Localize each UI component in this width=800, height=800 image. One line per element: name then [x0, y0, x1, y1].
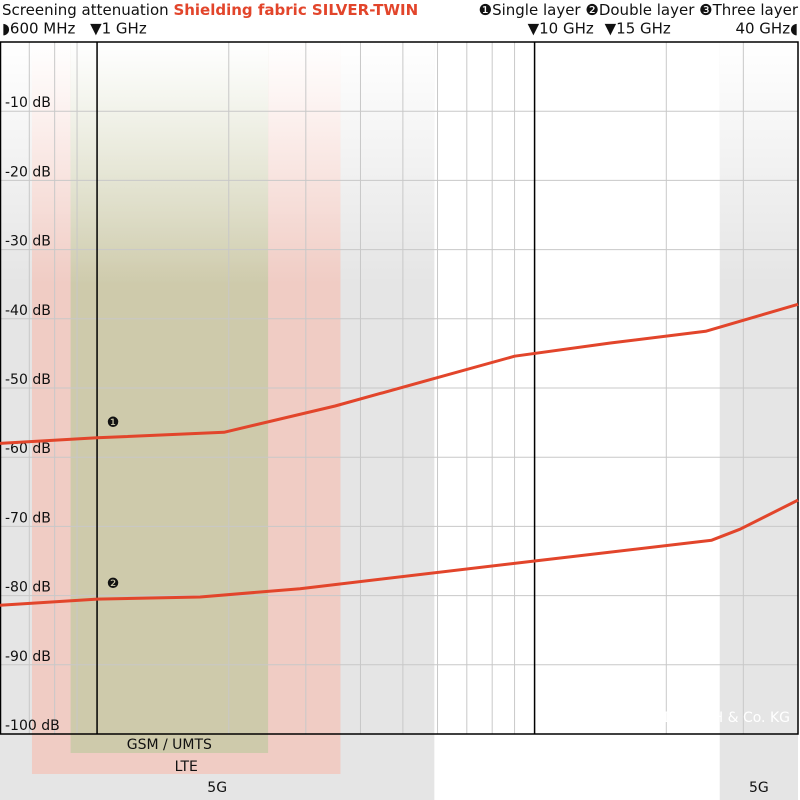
x-tick-label: 40 GHz◖	[735, 20, 798, 38]
band-label: GSM / UMTS	[127, 737, 212, 753]
y-tick-label: -40 dB	[5, 303, 51, 319]
legend-marker: ❷	[585, 1, 598, 19]
y-tick-label: -70 dB	[5, 510, 51, 526]
y-tick-label: -30 dB	[5, 234, 51, 250]
x-tick-label: ▼1 GHz	[90, 20, 147, 38]
subtitle: Shielding fabric SILVER-TWIN	[173, 1, 418, 19]
series-line	[0, 498, 799, 607]
series-line	[0, 302, 799, 445]
series-label: ❷	[107, 576, 120, 592]
y-tick-label: -90 dB	[5, 649, 51, 665]
legend-marker: ❶	[479, 1, 492, 19]
y-tick-label: -60 dB	[5, 441, 51, 457]
legend-label: Single layer	[492, 1, 581, 19]
legend-label: Double layer	[599, 1, 695, 19]
x-tick-label: ▼15 GHz	[605, 20, 671, 38]
series-label: ❶	[107, 415, 120, 431]
band-label: LTE	[175, 759, 198, 775]
y-tick-label: -20 dB	[5, 164, 51, 180]
copyright: © YSHIELD GmbH & Co. KG	[597, 710, 790, 726]
title: Screening attenuation	[2, 1, 169, 19]
y-tick-label: -50 dB	[5, 372, 51, 388]
plot-frame	[0, 41, 799, 735]
chart-title: Screening attenuation Shielding fabric S…	[2, 1, 418, 19]
band-label: 5G	[749, 780, 769, 796]
band-label: 5G	[207, 780, 227, 796]
x-tick-label: ▼10 GHz	[528, 20, 594, 38]
y-tick-label: -100 dB	[5, 718, 60, 734]
x-tick-label: ◗600 MHz	[2, 20, 76, 38]
legend: ❶Single layer ❷Double layer ❸Three layer	[479, 1, 799, 19]
legend-label: Three layer	[712, 1, 799, 19]
legend-marker: ❸	[699, 1, 712, 19]
y-tick-label: -80 dB	[5, 580, 51, 596]
y-tick-label: -10 dB	[5, 95, 51, 111]
